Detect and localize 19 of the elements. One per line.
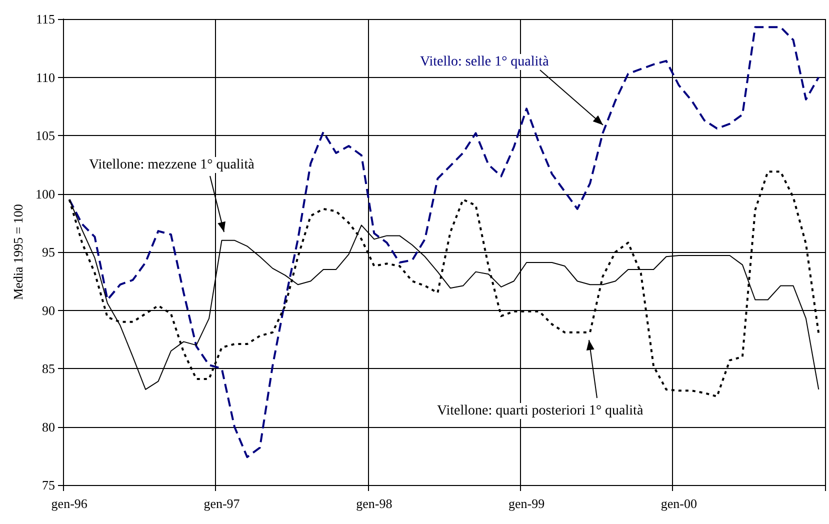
y-axis-title: Media 1995 = 100: [10, 204, 26, 300]
y-tick-label: 75: [42, 478, 55, 492]
y-tick-label: 105: [36, 128, 55, 143]
line-series: [68, 26, 820, 458]
y-tick-label: 100: [36, 186, 55, 202]
y-tick-label: 95: [42, 244, 55, 260]
text: Vitello: selle 1° qualità: [420, 54, 550, 70]
y-tick-label: 80: [42, 419, 55, 434]
series-label: Vitellone: quarti posteriori 1° qualità: [437, 404, 644, 418]
x-tick-label: gen-00: [660, 496, 698, 511]
x-tick-label: gen-96: [51, 496, 88, 511]
x-tick-label: gen-98: [356, 496, 392, 511]
x-tick-label: gen-97: [204, 496, 240, 511]
y-tick-label: 90: [42, 302, 55, 318]
y-tick-label: 85: [42, 361, 55, 376]
x-tick-label: gen-99: [508, 496, 545, 511]
y-tick-label: 115: [36, 12, 55, 26]
y-tick-label: 110: [36, 70, 55, 85]
text: Vitellone: mezzene 1° qualità: [89, 158, 256, 172]
